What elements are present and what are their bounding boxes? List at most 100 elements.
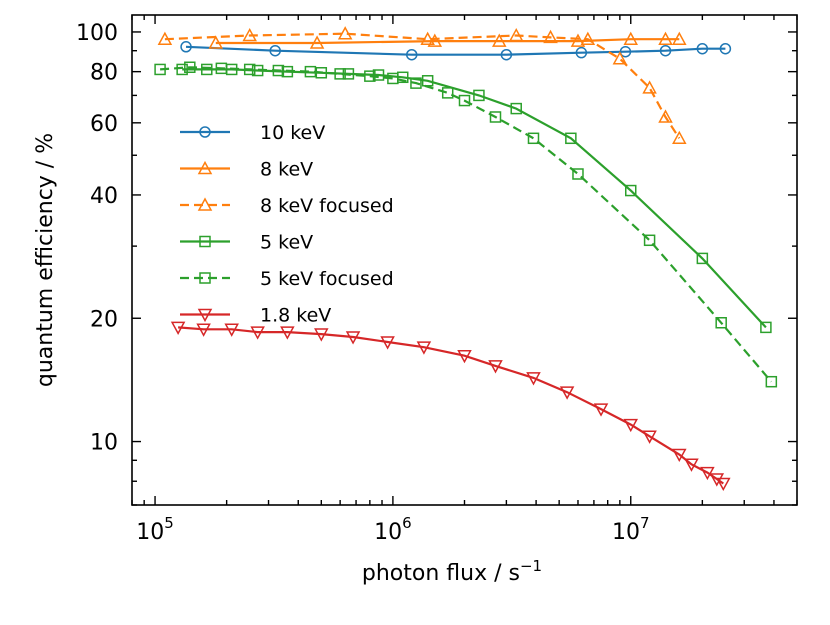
data-point xyxy=(659,44,672,57)
data-point xyxy=(224,323,239,337)
y-tick-label: 100 xyxy=(76,21,118,46)
data-point xyxy=(184,61,196,74)
data-point xyxy=(672,448,687,463)
legend-item-8-kev: 8 keV xyxy=(180,159,313,181)
data-point xyxy=(508,27,524,42)
data-point xyxy=(593,403,609,417)
data-point xyxy=(309,35,325,49)
data-point xyxy=(154,63,166,76)
series-1-8-kev xyxy=(170,321,731,492)
data-point xyxy=(243,63,256,76)
data-point xyxy=(196,323,211,337)
x-tick-label: 105 xyxy=(136,514,174,545)
data-point xyxy=(527,132,540,145)
y-tick-label: 80 xyxy=(90,61,118,86)
data-point xyxy=(180,41,192,53)
tick-layer: 105 106 107 10 20 40 60 80 100 xyxy=(76,15,798,545)
data-layer xyxy=(154,26,778,492)
data-point xyxy=(387,72,399,85)
data-point xyxy=(380,336,395,350)
data-point xyxy=(642,80,657,94)
data-point xyxy=(760,321,772,334)
legend-label: 1.8 keV xyxy=(260,305,331,327)
series-8-kev-focused xyxy=(157,26,687,145)
legend-item-1-8-kev: 1.8 keV xyxy=(180,305,331,327)
y-axis-label: quantum efficiency / % xyxy=(33,133,58,387)
data-point xyxy=(250,326,265,340)
data-point xyxy=(405,48,418,61)
data-point xyxy=(314,328,329,342)
data-point xyxy=(458,94,471,107)
legend-item-10-kev: 10 keV xyxy=(180,122,325,144)
y-tick-label: 40 xyxy=(90,184,118,209)
data-point xyxy=(269,44,281,57)
data-point xyxy=(658,31,673,45)
legend: 10 keV 8 keV 8 keV focused 5 keV 5 keV focus… xyxy=(180,122,394,327)
data-point xyxy=(575,46,588,59)
data-point xyxy=(489,111,502,123)
x-tick-label: 107 xyxy=(612,514,650,545)
data-point xyxy=(709,473,725,487)
data-point xyxy=(643,234,656,247)
data-point xyxy=(416,341,432,355)
x-axis-label: photon flux / s−1 xyxy=(362,557,542,586)
data-point xyxy=(543,29,558,44)
data-point xyxy=(623,31,639,45)
data-point xyxy=(345,331,361,345)
data-point xyxy=(304,65,317,78)
data-point xyxy=(696,252,709,265)
data-point xyxy=(619,45,632,58)
legend-item-5-kev-focused: 5 keV focused xyxy=(180,268,394,290)
data-point xyxy=(565,132,577,145)
series-line-8-kev xyxy=(215,38,680,45)
data-point xyxy=(242,27,257,42)
data-point xyxy=(372,69,385,81)
legend-marker xyxy=(197,308,213,323)
data-point xyxy=(500,48,513,61)
y-tick-label: 60 xyxy=(90,112,118,137)
legend-marker xyxy=(199,272,211,284)
legend-label: 10 keV xyxy=(260,122,325,144)
data-point xyxy=(684,458,699,472)
y-tick-label: 20 xyxy=(90,307,118,332)
data-point xyxy=(672,130,687,145)
y-tick-label: 10 xyxy=(90,431,118,456)
data-point xyxy=(612,51,628,65)
data-point xyxy=(642,430,657,444)
data-point xyxy=(334,68,346,80)
data-point xyxy=(715,317,727,329)
data-point xyxy=(420,31,435,45)
data-point xyxy=(337,26,353,40)
series-line-10-kev xyxy=(185,45,726,56)
data-point xyxy=(719,42,732,55)
data-point xyxy=(441,87,454,99)
data-point xyxy=(672,31,687,45)
data-point xyxy=(572,168,584,180)
data-point xyxy=(716,477,731,492)
data-point xyxy=(201,63,213,76)
data-point xyxy=(488,360,503,374)
legend-label: 8 keV focused xyxy=(260,195,394,217)
series-line-5-kev-focused xyxy=(160,66,773,383)
legend-marker xyxy=(197,160,213,175)
data-point xyxy=(176,63,188,76)
data-point xyxy=(272,64,285,77)
data-point xyxy=(170,321,186,335)
data-point xyxy=(580,31,596,45)
data-point xyxy=(765,375,778,388)
data-point xyxy=(473,89,485,102)
data-point xyxy=(700,466,715,481)
data-point xyxy=(570,33,586,47)
data-point xyxy=(157,31,173,45)
data-point xyxy=(623,418,639,433)
series-line-8-kev-focused xyxy=(164,32,681,139)
data-point xyxy=(625,184,637,197)
legend-label: 5 keV focused xyxy=(260,268,394,290)
data-point xyxy=(364,70,376,82)
series-line-1-8-kev xyxy=(178,326,724,485)
series-5-kev-focused xyxy=(154,61,778,388)
series-8-kev xyxy=(208,31,687,49)
data-point xyxy=(280,326,295,340)
data-point xyxy=(491,33,507,47)
